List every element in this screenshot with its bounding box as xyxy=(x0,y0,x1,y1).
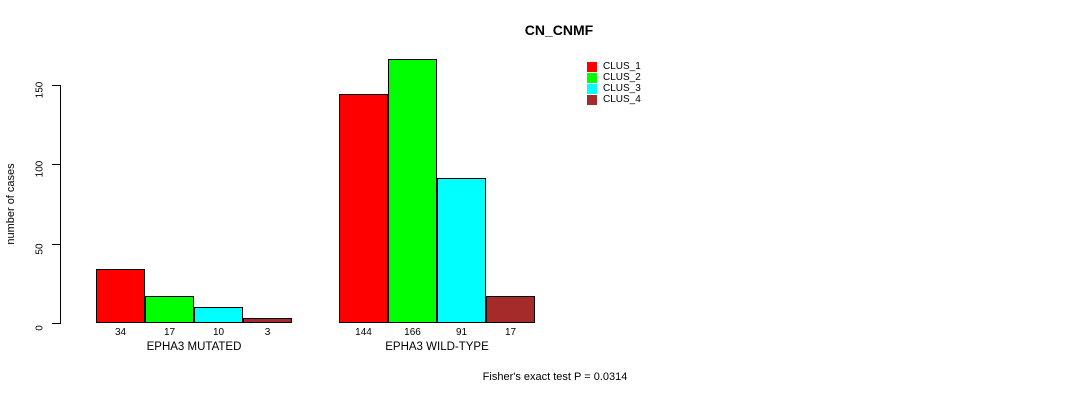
legend-label: CLUS_1 xyxy=(603,61,641,72)
bar-clus_3-1 xyxy=(194,307,243,323)
legend-label: CLUS_3 xyxy=(603,83,641,94)
bar-clus_2-1 xyxy=(145,296,194,323)
legend-item-clus_2: CLUS_2 xyxy=(587,72,641,83)
chart-title: CN_CNMF xyxy=(524,22,594,38)
bar-value-label: 91 xyxy=(455,327,468,338)
y-axis-tick-label-text: 0 xyxy=(34,325,46,331)
bar-clus_2-2 xyxy=(388,59,437,323)
legend-swatch-icon xyxy=(587,61,597,72)
legend-swatch-icon xyxy=(587,72,597,83)
category-label: EPHA3 WILD-TYPE xyxy=(385,341,489,353)
y-axis-tick xyxy=(52,84,60,86)
y-axis-tick-label-text: 150 xyxy=(34,81,46,99)
bar-clus_4-2 xyxy=(486,296,535,323)
bar-value-label: 17 xyxy=(504,327,517,338)
bar-value-label: 144 xyxy=(355,327,372,338)
bar-value-label: 17 xyxy=(163,327,176,338)
y-axis-label-text: number of cases xyxy=(5,163,17,245)
bar-clus_1-2 xyxy=(339,94,388,323)
y-axis-tick xyxy=(52,323,60,324)
annotation-text: Fisher's exact test P = 0.0314 xyxy=(482,371,628,383)
bar-value-label: 166 xyxy=(404,327,421,338)
y-axis-line xyxy=(60,84,61,324)
bar-clus_4-1 xyxy=(243,318,292,323)
y-axis-tick xyxy=(52,243,60,245)
bar-value-label: 34 xyxy=(114,327,127,338)
category-label: EPHA3 MUTATED xyxy=(146,341,242,353)
legend-swatch-icon xyxy=(587,83,597,94)
y-axis-tick xyxy=(52,164,60,166)
legend-item-clus_3: CLUS_3 xyxy=(587,83,641,94)
legend-item-clus_1: CLUS_1 xyxy=(587,61,641,72)
bar-value-label: 10 xyxy=(212,327,225,338)
legend: CLUS_1 CLUS_2 CLUS_3 CLUS_4 xyxy=(587,61,641,105)
bar-value-label: 3 xyxy=(264,327,271,338)
y-axis-tick-label-text: 50 xyxy=(34,243,46,255)
bar-clus_1-1 xyxy=(96,269,145,323)
bar-clus_3-2 xyxy=(437,178,486,323)
legend-swatch-icon xyxy=(587,94,597,105)
y-axis-tick-label-text: 100 xyxy=(34,160,46,178)
legend-item-clus_4: CLUS_4 xyxy=(587,94,641,105)
legend-label: CLUS_4 xyxy=(603,94,641,105)
legend-label: CLUS_2 xyxy=(603,72,641,83)
